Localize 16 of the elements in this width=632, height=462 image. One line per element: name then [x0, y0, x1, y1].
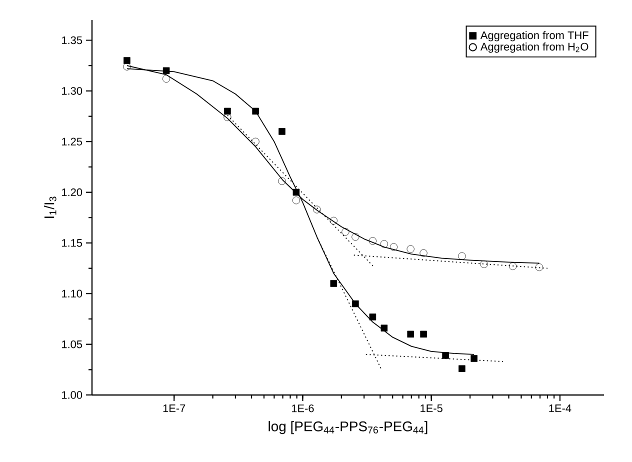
- y-tick-label: 1.15: [62, 239, 82, 247]
- y-tick-label: 1.35: [62, 36, 82, 44]
- y-tick-label: 1.25: [62, 138, 82, 146]
- x-tick-label: 1E-5: [420, 404, 442, 412]
- x-axis-title: log [PEG$_{44}$-PPS$_{76}$-PEG$_{44}$]: [268, 421, 428, 434]
- y-axis-title: I$_{1}$/I$_{3}$: [44, 196, 56, 218]
- y-tick-label: 1.10: [62, 290, 82, 298]
- x-tick-label: 1E-7: [163, 404, 186, 412]
- y-tick-label: 1.20: [62, 188, 82, 196]
- x-tick-label: 1E-6: [292, 404, 314, 412]
- y-tick-label: 1.05: [62, 340, 82, 348]
- y-tick-label: 1.00: [62, 391, 82, 399]
- x-tick-label: 1E-4: [549, 404, 572, 412]
- y-tick-label: 1.30: [62, 87, 82, 95]
- legend-label: Aggregation from H$_{2}$O: [480, 42, 588, 53]
- legend-label: Aggregation from THF: [480, 31, 588, 42]
